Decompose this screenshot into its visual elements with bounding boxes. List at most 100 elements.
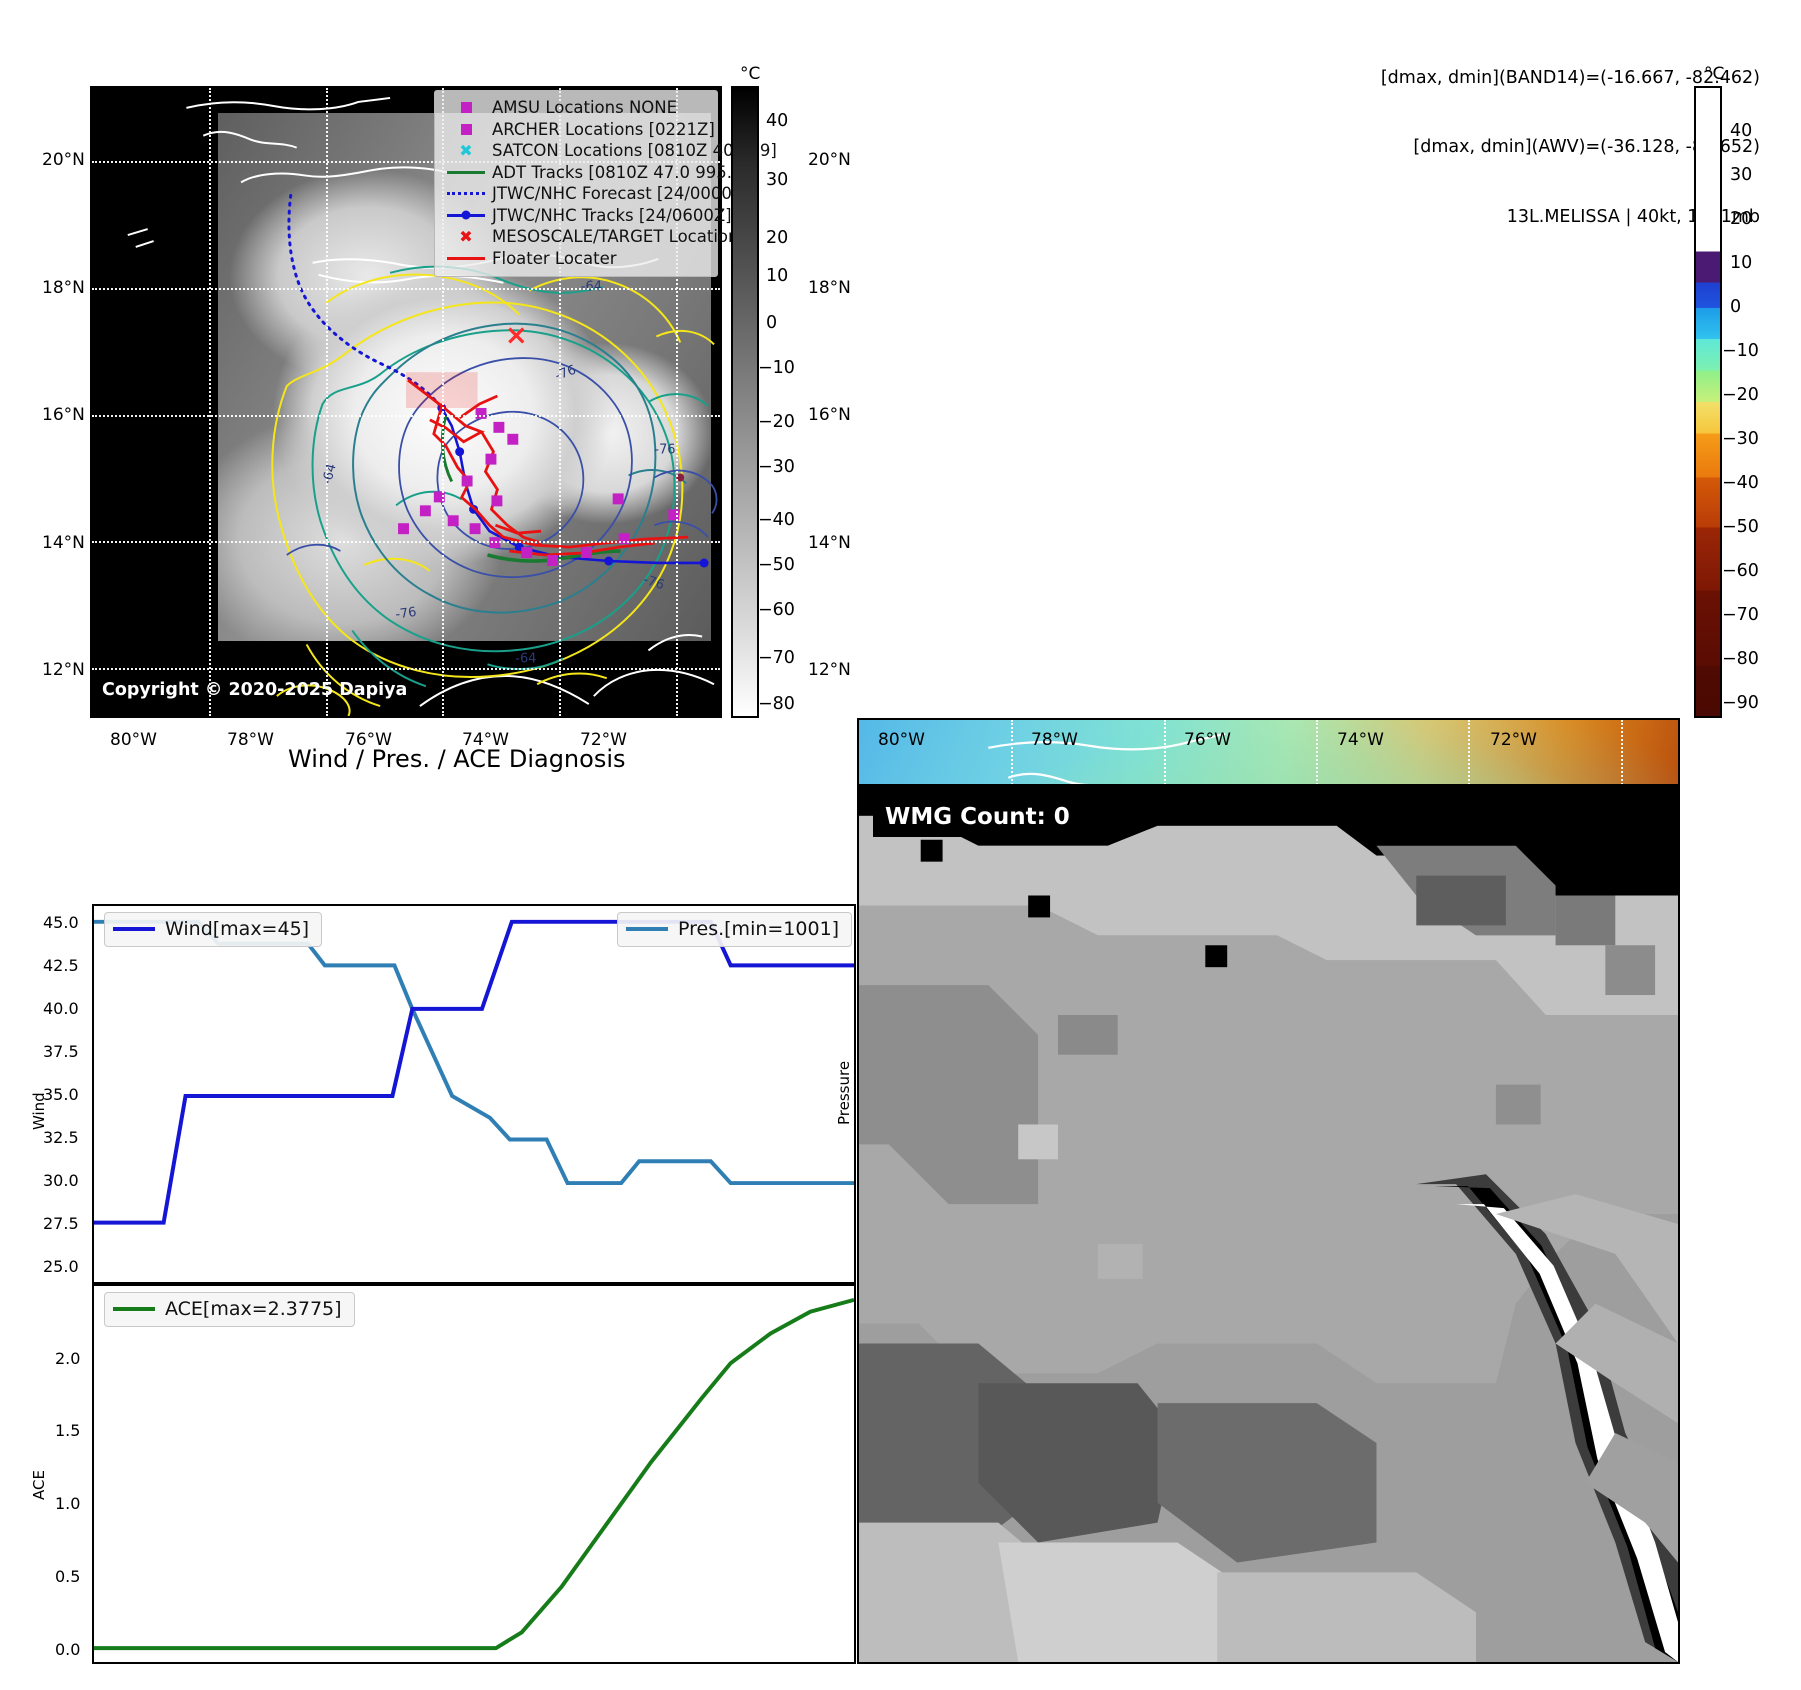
ir-edge-mask-right [710,88,720,716]
svg-text:-64: -64 [581,280,602,295]
cb2-tick-m50: −50 [1722,517,1759,537]
wind-ytick-300: 30.0 [43,1171,79,1190]
wind-legend-label: Wind[max=45] [165,918,310,940]
topright-ytick-12n: 12°N [808,660,851,680]
legend-label-tracks: JTWC/NHC Tracks [24/0600Z] [492,205,732,225]
cb1-tick-m80: −80 [758,694,795,714]
ace-legend: ACE[max=2.3775] [104,1292,355,1327]
ace-legend-swatch [113,1307,155,1311]
wind-ytick-325: 32.5 [43,1128,79,1147]
adt-line-icon [444,170,488,174]
topright-ytick-14n: 14°N [808,533,851,553]
satcon-x-icon: ✖ [459,140,473,160]
cb1-tick-30: 30 [766,170,789,190]
adt-track [487,549,621,563]
cb1-tick-m50: −50 [758,555,795,575]
wind-legend-swatch [113,927,155,931]
cb2-tick-m40: −40 [1722,473,1759,493]
ace-chart[interactable] [92,1284,856,1664]
jtwc-nhc-track [440,407,705,565]
mesoscale-x-icon: ✖ [459,226,473,246]
legend-item-satcon: ✖ SATCON Locations [0810Z 40 999] [444,140,776,162]
cb2-tick-m90: −90 [1722,693,1759,713]
topleft-ytick-14n: 14°N [42,533,85,553]
cb2-tick-10: 10 [1730,253,1753,273]
cb2-tick-m60: −60 [1722,561,1759,581]
svg-text:-76: -76 [641,572,666,593]
topright-ytick-16n: 16°N [808,405,851,425]
wmg-map[interactable]: WMG Count: 0 [857,784,1680,1664]
topright-xtick-74w: 74°W [1337,730,1384,750]
legend-item-archer: ARCHER Locations [0221Z] [444,119,715,141]
ace-ytick-00: 0.0 [55,1640,81,1659]
forecast-dotted-line-icon [444,192,488,196]
svg-text:-64: -64 [515,651,536,666]
topright-colorbar [1694,86,1722,718]
topright-xtick-76w: 76°W [1184,730,1231,750]
legend-item-adt: ADT Tracks [0810Z 47.0 995.0] [444,162,749,184]
cb2-tick-m70: −70 [1722,605,1759,625]
cb2-tick-m30: −30 [1722,429,1759,449]
ace-ytick-10: 1.0 [55,1494,81,1513]
jtwc-nhc-forecast-track [287,193,444,410]
topright-colorbar-unit: °C [1704,64,1725,84]
topright-xtick-80w: 80°W [878,730,925,750]
legend-label-adt: ADT Tracks [0810Z 47.0 995.0] [492,162,749,182]
pressure-axis-label: Pressure [835,1060,853,1125]
cb1-tick-10: 10 [766,266,789,286]
wind-pressure-plot-area [94,919,854,1225]
topright-xtick-78w: 78°W [1031,730,1078,750]
cb2-tick-m20: −20 [1722,385,1759,405]
topright-ytick-18n: 18°N [808,278,851,298]
cb2-tick-30: 30 [1730,165,1753,185]
pressure-legend: Pres.[min=1001] [617,912,853,947]
cb2-tick-0: 0 [1730,297,1742,317]
wind-ytick-350: 35.0 [43,1085,79,1104]
pressure-legend-label: Pres.[min=1001] [678,918,840,940]
ace-legend-label: ACE[max=2.3775] [165,1298,342,1320]
topleft-ytick-20n: 20°N [42,150,85,170]
topleft-xtick-80w: 80°W [110,730,157,750]
tracks-line-marker-icon [444,213,488,217]
topright-dmax-band14: [dmax, dmin](BAND14)=(-16.667, -82.462) [1380,67,1760,88]
legend-item-forecast: JTWC/NHC Forecast [24/0000Z] [444,183,750,205]
ace-series-line [94,1297,854,1651]
cb2-tick-m10: −10 [1722,341,1759,361]
wind-ytick-250: 25.0 [43,1257,79,1276]
topright-ytick-20n: 20°N [808,150,851,170]
topleft-ytick-12n: 12°N [42,660,85,680]
topleft-xtick-78w: 78°W [227,730,274,750]
ace-ytick-20: 2.0 [55,1349,81,1368]
cb2-tick-20: 20 [1730,209,1753,229]
cb1-tick-0: 0 [766,313,778,333]
cb1-tick-m40: −40 [758,510,795,530]
legend-item-tracks: JTWC/NHC Tracks [24/0600Z] [444,205,732,227]
ace-axis-label: ACE [30,1470,48,1500]
mesoscale-target-marker [508,327,525,344]
legend-item-amsu: AMSU Locations NONE [444,97,707,119]
cb1-tick-m60: −60 [758,600,795,620]
ace-plot-area [94,1297,854,1651]
amsu-square-icon [444,102,488,114]
topleft-ytick-18n: 18°N [42,278,85,298]
ir-edge-mask-left [92,88,218,716]
cb1-tick-m70: −70 [758,648,795,668]
wind-ytick-450: 45.0 [43,913,79,932]
topleft-xtick-74w: 74°W [462,730,509,750]
pressure-legend-swatch [626,927,668,931]
wind-legend: Wind[max=45] [104,912,323,947]
wmg-count-badge: WMG Count: 0 [873,798,1084,837]
topleft-ytick-16n: 16°N [42,405,85,425]
wind-series-line [94,919,854,1225]
legend-label-mesoscale: MESOSCALE/TARGET Location [492,227,739,247]
ace-ytick-05: 0.5 [55,1567,81,1586]
wind-ytick-375: 37.5 [43,1042,79,1061]
topleft-xtick-72w: 72°W [580,730,627,750]
wmg-classification-raster [859,786,1678,1662]
coastline-and-contour-overlay: -64 -76 -76 -76 -76 -64 -64 [127,96,718,716]
wind-pressure-chart[interactable] [92,904,856,1284]
diagnosis-chart-title: Wind / Pres. / ACE Diagnosis [288,745,626,773]
cb1-tick-m30: −30 [758,457,795,477]
mesoscale-target-box [406,372,478,408]
svg-text:-76: -76 [395,605,418,623]
